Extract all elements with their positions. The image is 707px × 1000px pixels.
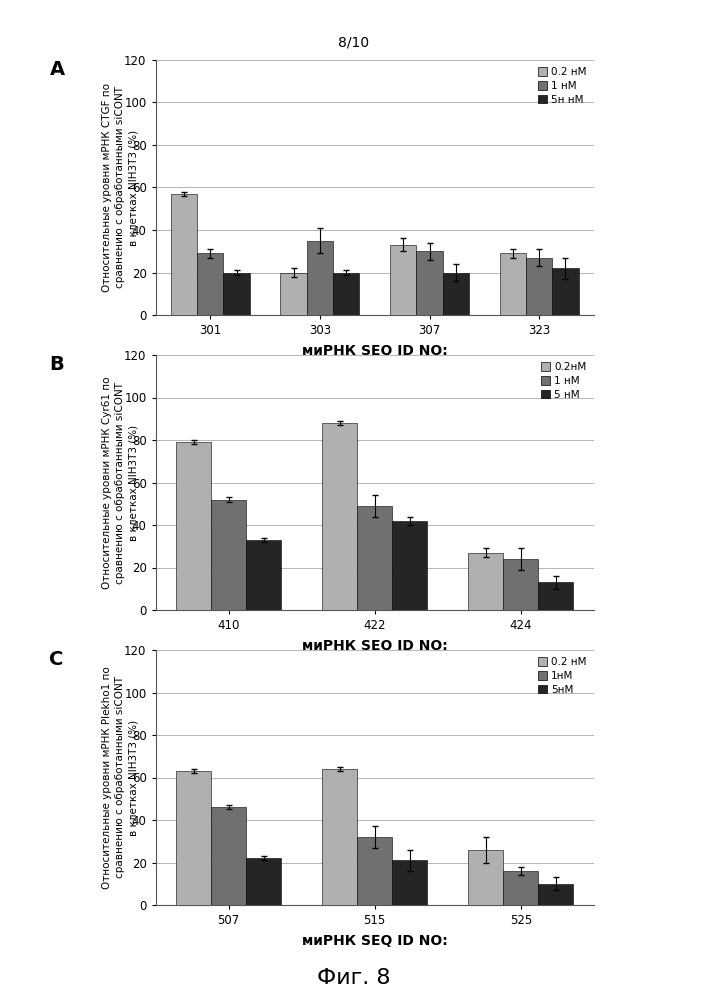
Bar (322, 423, 357, 610)
Bar (322, 769, 357, 905)
Text: C: C (49, 650, 64, 669)
X-axis label: миРНК SEQ ID NO:: миРНК SEQ ID NO: (302, 344, 448, 358)
Bar (176, 771, 211, 905)
X-axis label: миРНК SEQ ID NO:: миРНК SEQ ID NO: (302, 639, 448, 653)
Bar (500, 253, 526, 315)
Bar (552, 268, 578, 315)
Legend: 0.2 нМ, 1 нМ, 5н нМ: 0.2 нМ, 1 нМ, 5н нМ (535, 65, 589, 107)
Legend: 0.2 нМ, 1нМ, 5нМ: 0.2 нМ, 1нМ, 5нМ (535, 655, 589, 697)
Legend: 0.2нМ, 1 нМ, 5 нМ: 0.2нМ, 1 нМ, 5 нМ (539, 360, 589, 402)
Bar (246, 858, 281, 905)
Bar (538, 884, 573, 905)
Bar (171, 194, 197, 315)
Bar (211, 499, 246, 610)
Bar (392, 521, 427, 610)
Bar (246, 540, 281, 610)
Bar (468, 850, 503, 905)
Bar (468, 553, 503, 610)
Bar (307, 241, 333, 315)
Bar (416, 251, 443, 315)
Bar (390, 245, 416, 315)
Text: A: A (49, 60, 64, 79)
Bar (443, 272, 469, 315)
Y-axis label: Относительные уровни мРНК Сyr61 по
сравнению с обработанными siCONT
в клетках NI: Относительные уровни мРНК Сyr61 по сравн… (102, 376, 138, 589)
Bar (392, 860, 427, 905)
Bar (197, 253, 223, 315)
Text: Фиг. 8: Фиг. 8 (317, 968, 390, 988)
Y-axis label: Относительные уровни мРНК Plekho1 по
сравнению с обработанными siCONT
в клетках : Относительные уровни мРНК Plekho1 по сра… (102, 666, 138, 889)
Bar (211, 807, 246, 905)
Text: 8/10: 8/10 (338, 35, 369, 49)
Y-axis label: Относительные уровни мРНК CTGF по
сравнению с обработанными siCONT
в клетках NIH: Относительные уровни мРНК CTGF по сравне… (102, 83, 138, 292)
Bar (538, 582, 573, 610)
Bar (357, 506, 392, 610)
Bar (223, 272, 250, 315)
Text: B: B (49, 355, 64, 374)
Bar (176, 442, 211, 610)
Bar (526, 258, 552, 315)
Bar (503, 559, 538, 610)
X-axis label: миРНК SEQ ID NO:: миРНК SEQ ID NO: (302, 934, 448, 948)
Bar (503, 871, 538, 905)
Bar (357, 837, 392, 905)
Bar (281, 272, 307, 315)
Bar (333, 272, 359, 315)
